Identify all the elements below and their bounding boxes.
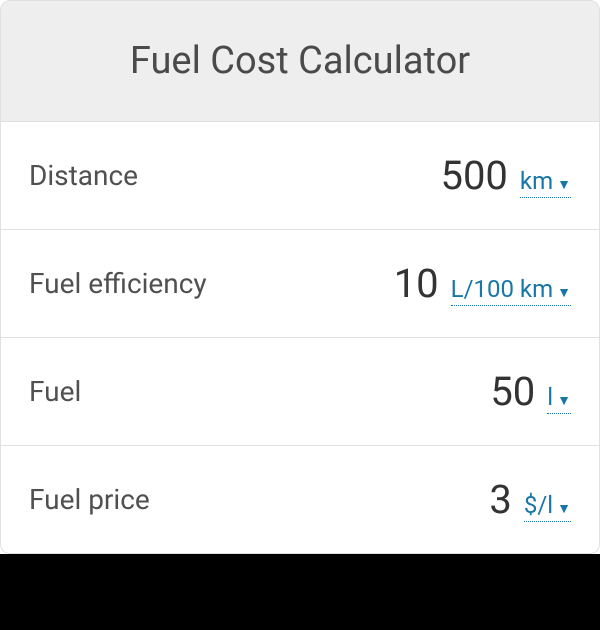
- fuel-efficiency-unit-selector[interactable]: L/100 km ▼: [451, 275, 571, 306]
- fuel-price-unit: $/l: [524, 491, 553, 519]
- chevron-down-icon: ▼: [557, 176, 571, 193]
- fuel-efficiency-row: Fuel efficiency 10 L/100 km ▼: [1, 229, 599, 337]
- fuel-value[interactable]: 50: [490, 368, 535, 415]
- fuel-efficiency-label: Fuel efficiency: [29, 267, 207, 300]
- fuel-efficiency-right: 10 L/100 km ▼: [394, 260, 571, 307]
- fuel-row: Fuel 50 l ▼: [1, 337, 599, 445]
- fuel-efficiency-unit: L/100 km: [451, 275, 553, 303]
- calculator-widget: Fuel Cost Calculator Distance 500 km ▼ F…: [0, 0, 600, 554]
- fuel-label: Fuel: [29, 375, 81, 408]
- distance-right: 500 km ▼: [440, 152, 571, 199]
- distance-unit: km: [520, 167, 553, 195]
- fuel-unit: l: [547, 383, 553, 411]
- fuel-price-unit-selector[interactable]: $/l ▼: [524, 491, 571, 522]
- fuel-unit-selector[interactable]: l ▼: [547, 383, 571, 414]
- footer-bar: [0, 554, 600, 630]
- fuel-efficiency-value[interactable]: 10: [394, 260, 439, 307]
- fuel-price-label: Fuel price: [29, 483, 150, 516]
- calculator-header: Fuel Cost Calculator: [1, 1, 599, 121]
- calculator-title: Fuel Cost Calculator: [21, 39, 579, 83]
- distance-unit-selector[interactable]: km ▼: [520, 167, 571, 198]
- distance-row: Distance 500 km ▼: [1, 121, 599, 229]
- fuel-right: 50 l ▼: [490, 368, 571, 415]
- fuel-price-right: 3 $/l ▼: [489, 476, 571, 523]
- fuel-price-row: Fuel price 3 $/l ▼: [1, 445, 599, 553]
- fuel-price-value[interactable]: 3: [489, 476, 511, 523]
- chevron-down-icon: ▼: [557, 284, 571, 301]
- distance-value[interactable]: 500: [440, 152, 507, 199]
- distance-label: Distance: [29, 159, 138, 192]
- chevron-down-icon: ▼: [557, 392, 571, 409]
- chevron-down-icon: ▼: [557, 500, 571, 517]
